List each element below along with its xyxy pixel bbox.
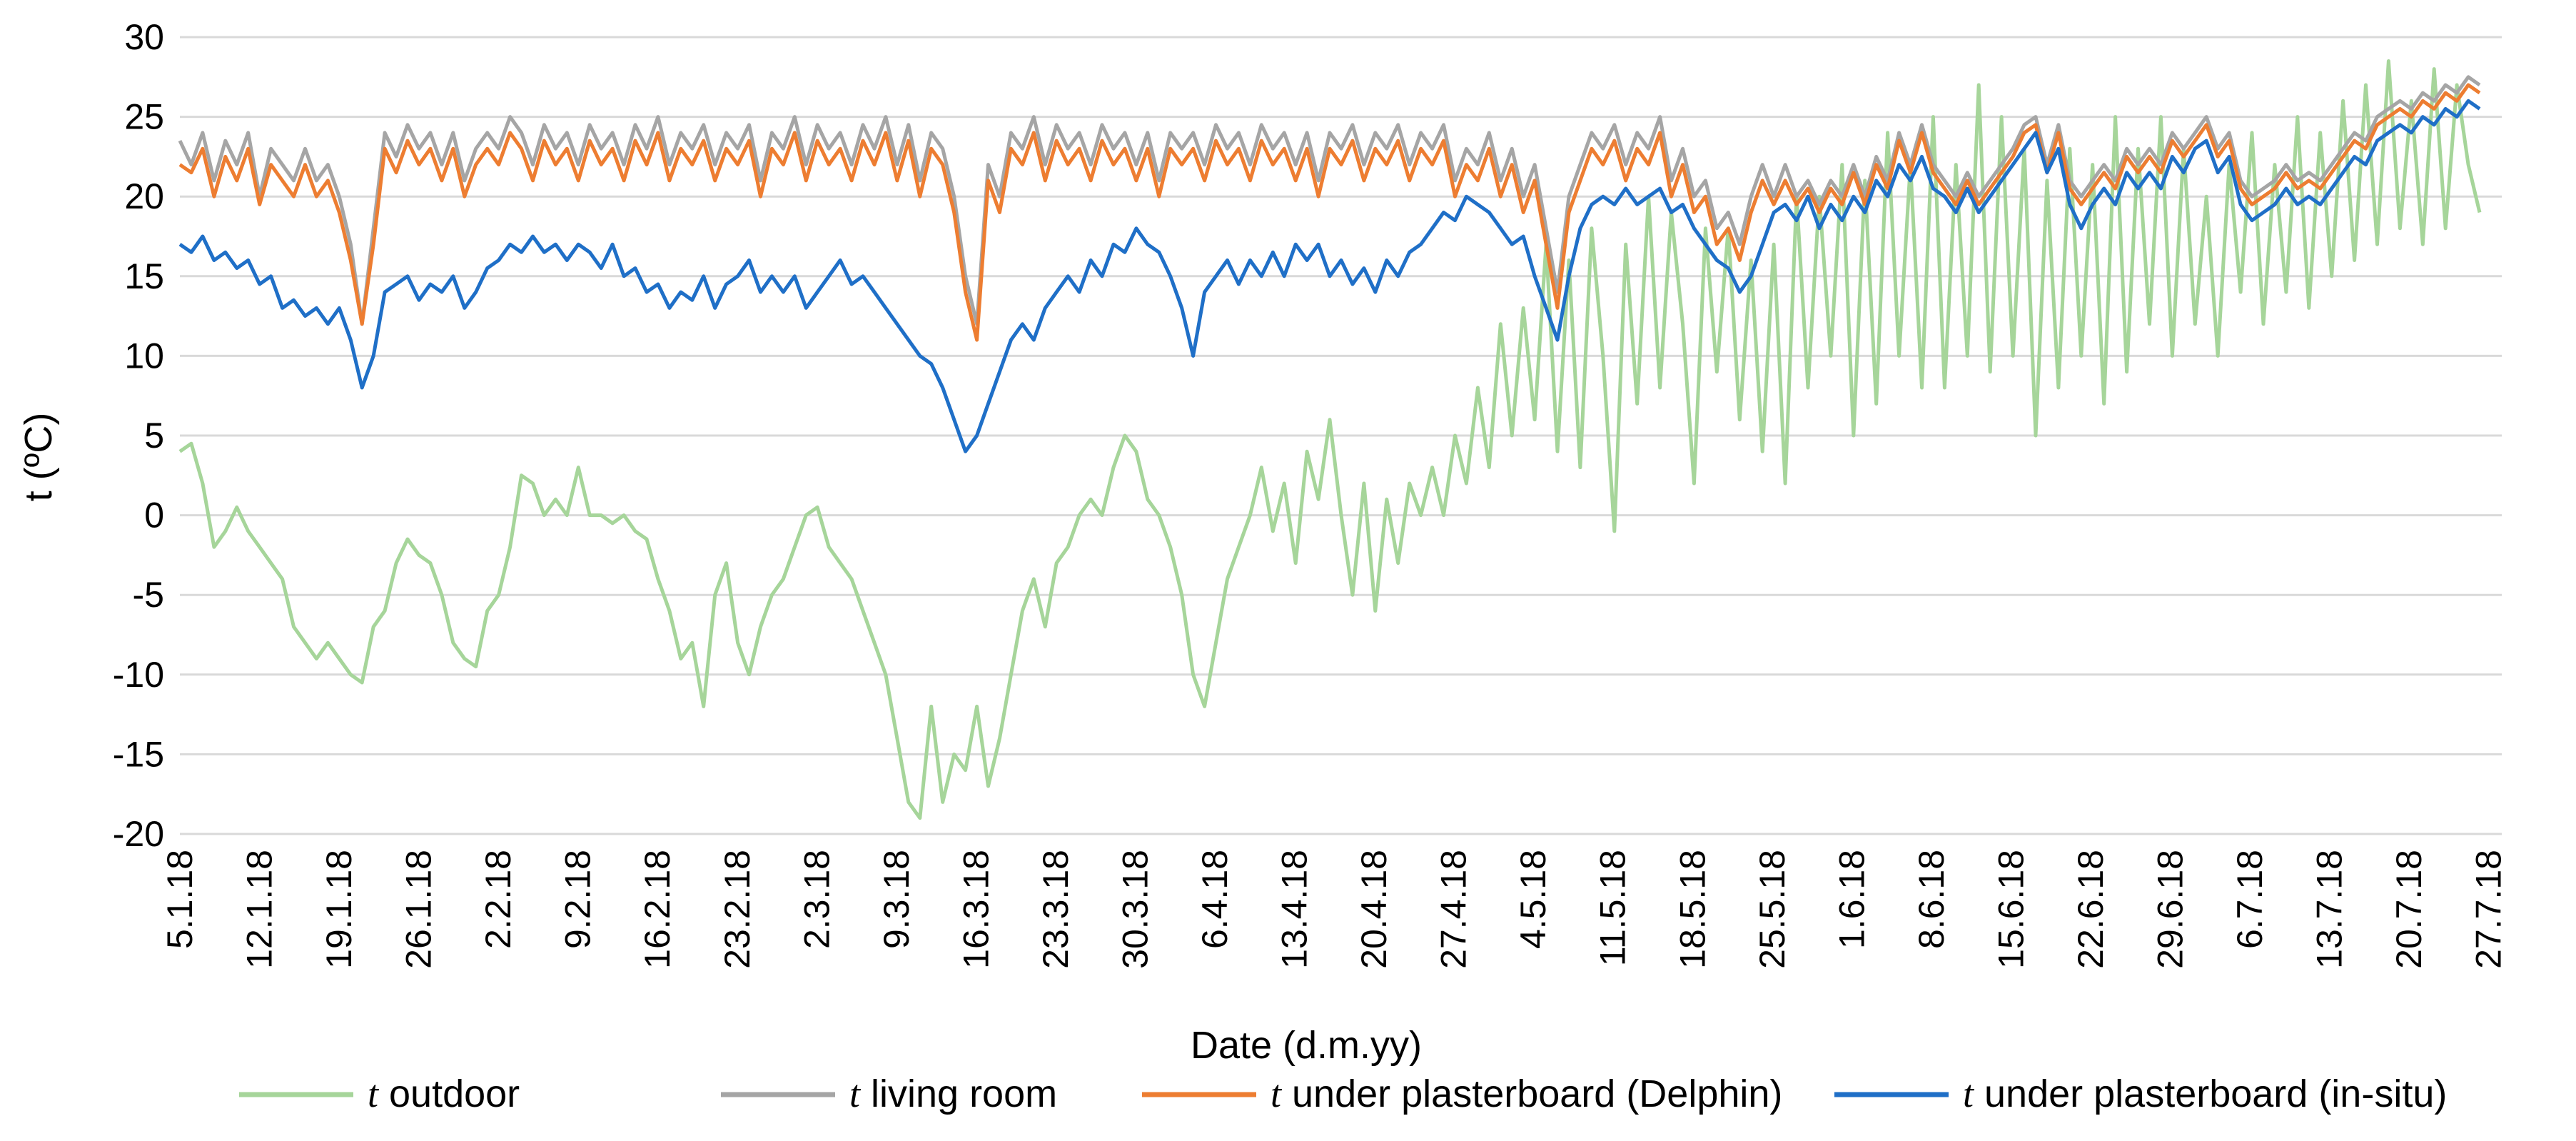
legend-entry: t living room xyxy=(849,1072,1057,1115)
x-tick-label: 5.1.18 xyxy=(160,850,200,949)
x-tick-label: 15.6.18 xyxy=(1991,850,2031,969)
y-tick-label: 25 xyxy=(124,97,164,137)
x-tick-label: 26.1.18 xyxy=(399,850,439,969)
x-tick-label: 19.1.18 xyxy=(319,850,359,969)
legend-variable: t xyxy=(1963,1072,1975,1115)
legend-label: under plasterboard (Delphin) xyxy=(1281,1072,1782,1115)
x-tick-label: 13.4.18 xyxy=(1275,850,1315,969)
legend-label: outdoor xyxy=(378,1072,520,1115)
y-tick-label: 30 xyxy=(124,17,164,57)
y-tick-label: 5 xyxy=(144,416,164,456)
x-tick-label: 27.7.18 xyxy=(2469,850,2509,969)
x-tick-labels: 5.1.18 12.1.18 19.1.18 26.1.18 2.2.18 9.2.18 1… xyxy=(160,850,2509,969)
x-tick-label: 30.3.18 xyxy=(1115,850,1155,969)
series-line-0 xyxy=(178,59,2482,820)
x-tick-label: 6.7.18 xyxy=(2230,850,2270,949)
legend-entry: t outdoor xyxy=(368,1072,520,1115)
x-tick-label: 1.6.18 xyxy=(1832,850,1872,949)
y-tick-label: -15 xyxy=(113,734,164,774)
legend-entry: t under plasterboard (Delphin) xyxy=(1271,1072,1782,1115)
legend-variable: t xyxy=(1271,1072,1283,1115)
x-axis-title: Date (d.m.yy) xyxy=(1191,1024,1422,1067)
series-line-2 xyxy=(178,83,2481,342)
y-tick-labels: -20 -15 -10 -5 0 5 10 15 20 25 30 xyxy=(113,17,164,854)
legend-label: living room xyxy=(860,1072,1057,1115)
x-tick-label: 2.3.18 xyxy=(797,850,837,949)
x-tick-label: 27.4.18 xyxy=(1434,850,1474,969)
x-tick-label: 11.5.18 xyxy=(1593,850,1633,966)
x-tick-label: 16.3.18 xyxy=(956,850,996,969)
legend-label: under plasterboard (in-situ) xyxy=(1974,1072,2447,1115)
legend: t outdoor t living room t under plasterboa… xyxy=(239,1072,2447,1115)
series-line-1 xyxy=(178,75,2481,326)
x-tick-label: 23.2.18 xyxy=(717,850,757,969)
x-tick-label: 6.4.18 xyxy=(1195,850,1235,949)
x-tick-label: 9.3.18 xyxy=(877,850,916,949)
x-tick-label: 23.3.18 xyxy=(1036,850,1076,969)
legend-variable: t xyxy=(849,1072,862,1115)
y-tick-label: -5 xyxy=(133,575,164,615)
x-tick-label: 20.4.18 xyxy=(1354,850,1394,969)
x-tick-label: 12.1.18 xyxy=(240,850,280,969)
y-tick-label: -20 xyxy=(113,814,164,854)
x-tick-label: 16.2.18 xyxy=(637,850,677,969)
x-tick-label: 2.2.18 xyxy=(478,850,518,949)
x-tick-label: 13.7.18 xyxy=(2310,850,2350,969)
x-tick-label: 18.5.18 xyxy=(1672,850,1712,969)
y-tick-label: 20 xyxy=(124,176,164,216)
y-tick-label: -10 xyxy=(113,655,164,695)
series-lines xyxy=(178,59,2482,820)
x-tick-label: 29.6.18 xyxy=(2150,850,2190,969)
legend-variable: t xyxy=(368,1072,380,1115)
x-tick-label: 9.2.18 xyxy=(558,850,598,949)
x-tick-label: 25.5.18 xyxy=(1752,850,1792,969)
y-axis-title: t (ºC) xyxy=(17,413,60,502)
legend-entry: t under plasterboard (in-situ) xyxy=(1963,1072,2447,1115)
x-tick-label: 20.7.18 xyxy=(2389,850,2429,969)
y-tick-label: 15 xyxy=(124,256,164,296)
x-tick-label: 4.5.18 xyxy=(1513,850,1553,949)
x-tick-label: 22.6.18 xyxy=(2071,850,2111,969)
series-line-3 xyxy=(178,99,2481,453)
x-tick-label: 8.6.18 xyxy=(1911,850,1951,949)
y-tick-label: 10 xyxy=(124,336,164,376)
y-tick-label: 0 xyxy=(144,496,164,536)
